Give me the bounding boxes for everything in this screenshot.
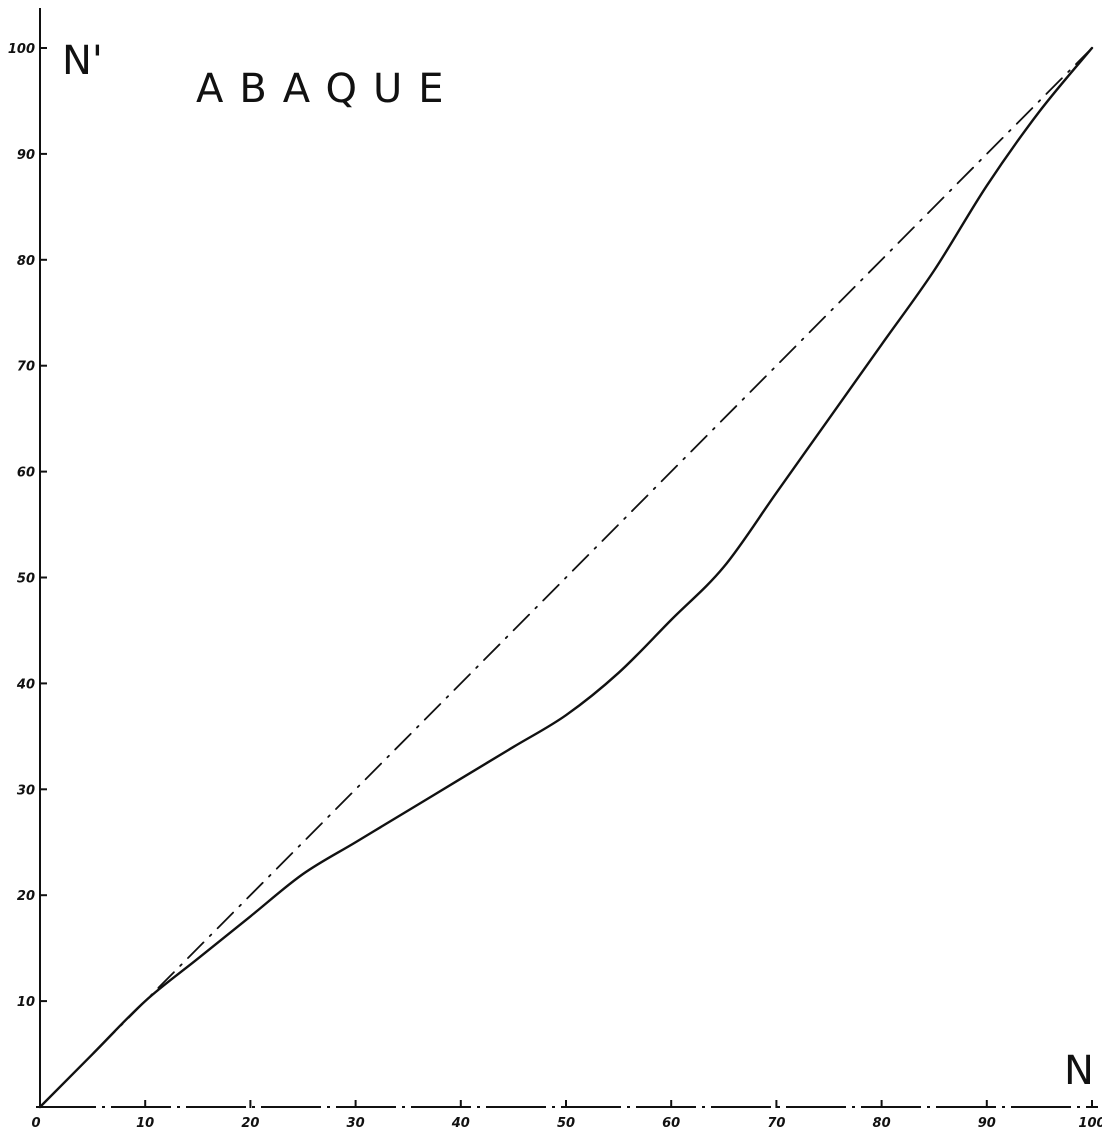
y-tick-label: 40: [16, 677, 35, 692]
y-tick-label: 30: [17, 783, 35, 798]
x-tick-label: 0: [31, 1116, 40, 1131]
x-tick-label: 10: [136, 1116, 154, 1131]
x-axis-label: N: [1064, 1048, 1094, 1094]
x-tick-label: 20: [241, 1116, 259, 1131]
x-tick-label: 30: [347, 1116, 365, 1131]
x-tick-label: 50: [557, 1116, 575, 1131]
x-tick-label: 40: [451, 1116, 470, 1131]
chart-title: ABAQUE: [196, 66, 460, 112]
axes: [36, 8, 1098, 1108]
x-tick-label: 100: [1078, 1116, 1102, 1131]
y-tick-label: 50: [17, 572, 35, 587]
y-tick-label: 60: [17, 466, 35, 481]
x-tick-label: 60: [662, 1116, 680, 1131]
x-ticks: 0 10 20 30 40 50 60 70 80 90 100: [31, 1100, 1102, 1131]
y-tick-label: 20: [17, 889, 35, 904]
reference-line-dash-dot: [39, 47, 1093, 1108]
y-tick-label: 80: [17, 254, 35, 269]
y-axis-label: N': [62, 38, 103, 84]
y-tick-label: 10: [17, 995, 35, 1010]
y-tick-label: 100: [8, 42, 35, 57]
x-tick-label: 90: [978, 1116, 996, 1131]
series-layer: [38, 46, 1094, 1109]
y-tick-label: 70: [17, 360, 35, 375]
x-tick-label: 80: [873, 1116, 891, 1131]
x-tick-label: 70: [767, 1116, 785, 1131]
y-tick-label: 90: [17, 148, 35, 163]
abaque-curve: [38, 46, 1094, 1109]
y-ticks: 10 20 30 40 50 60 70 80 90 100: [8, 42, 47, 1010]
